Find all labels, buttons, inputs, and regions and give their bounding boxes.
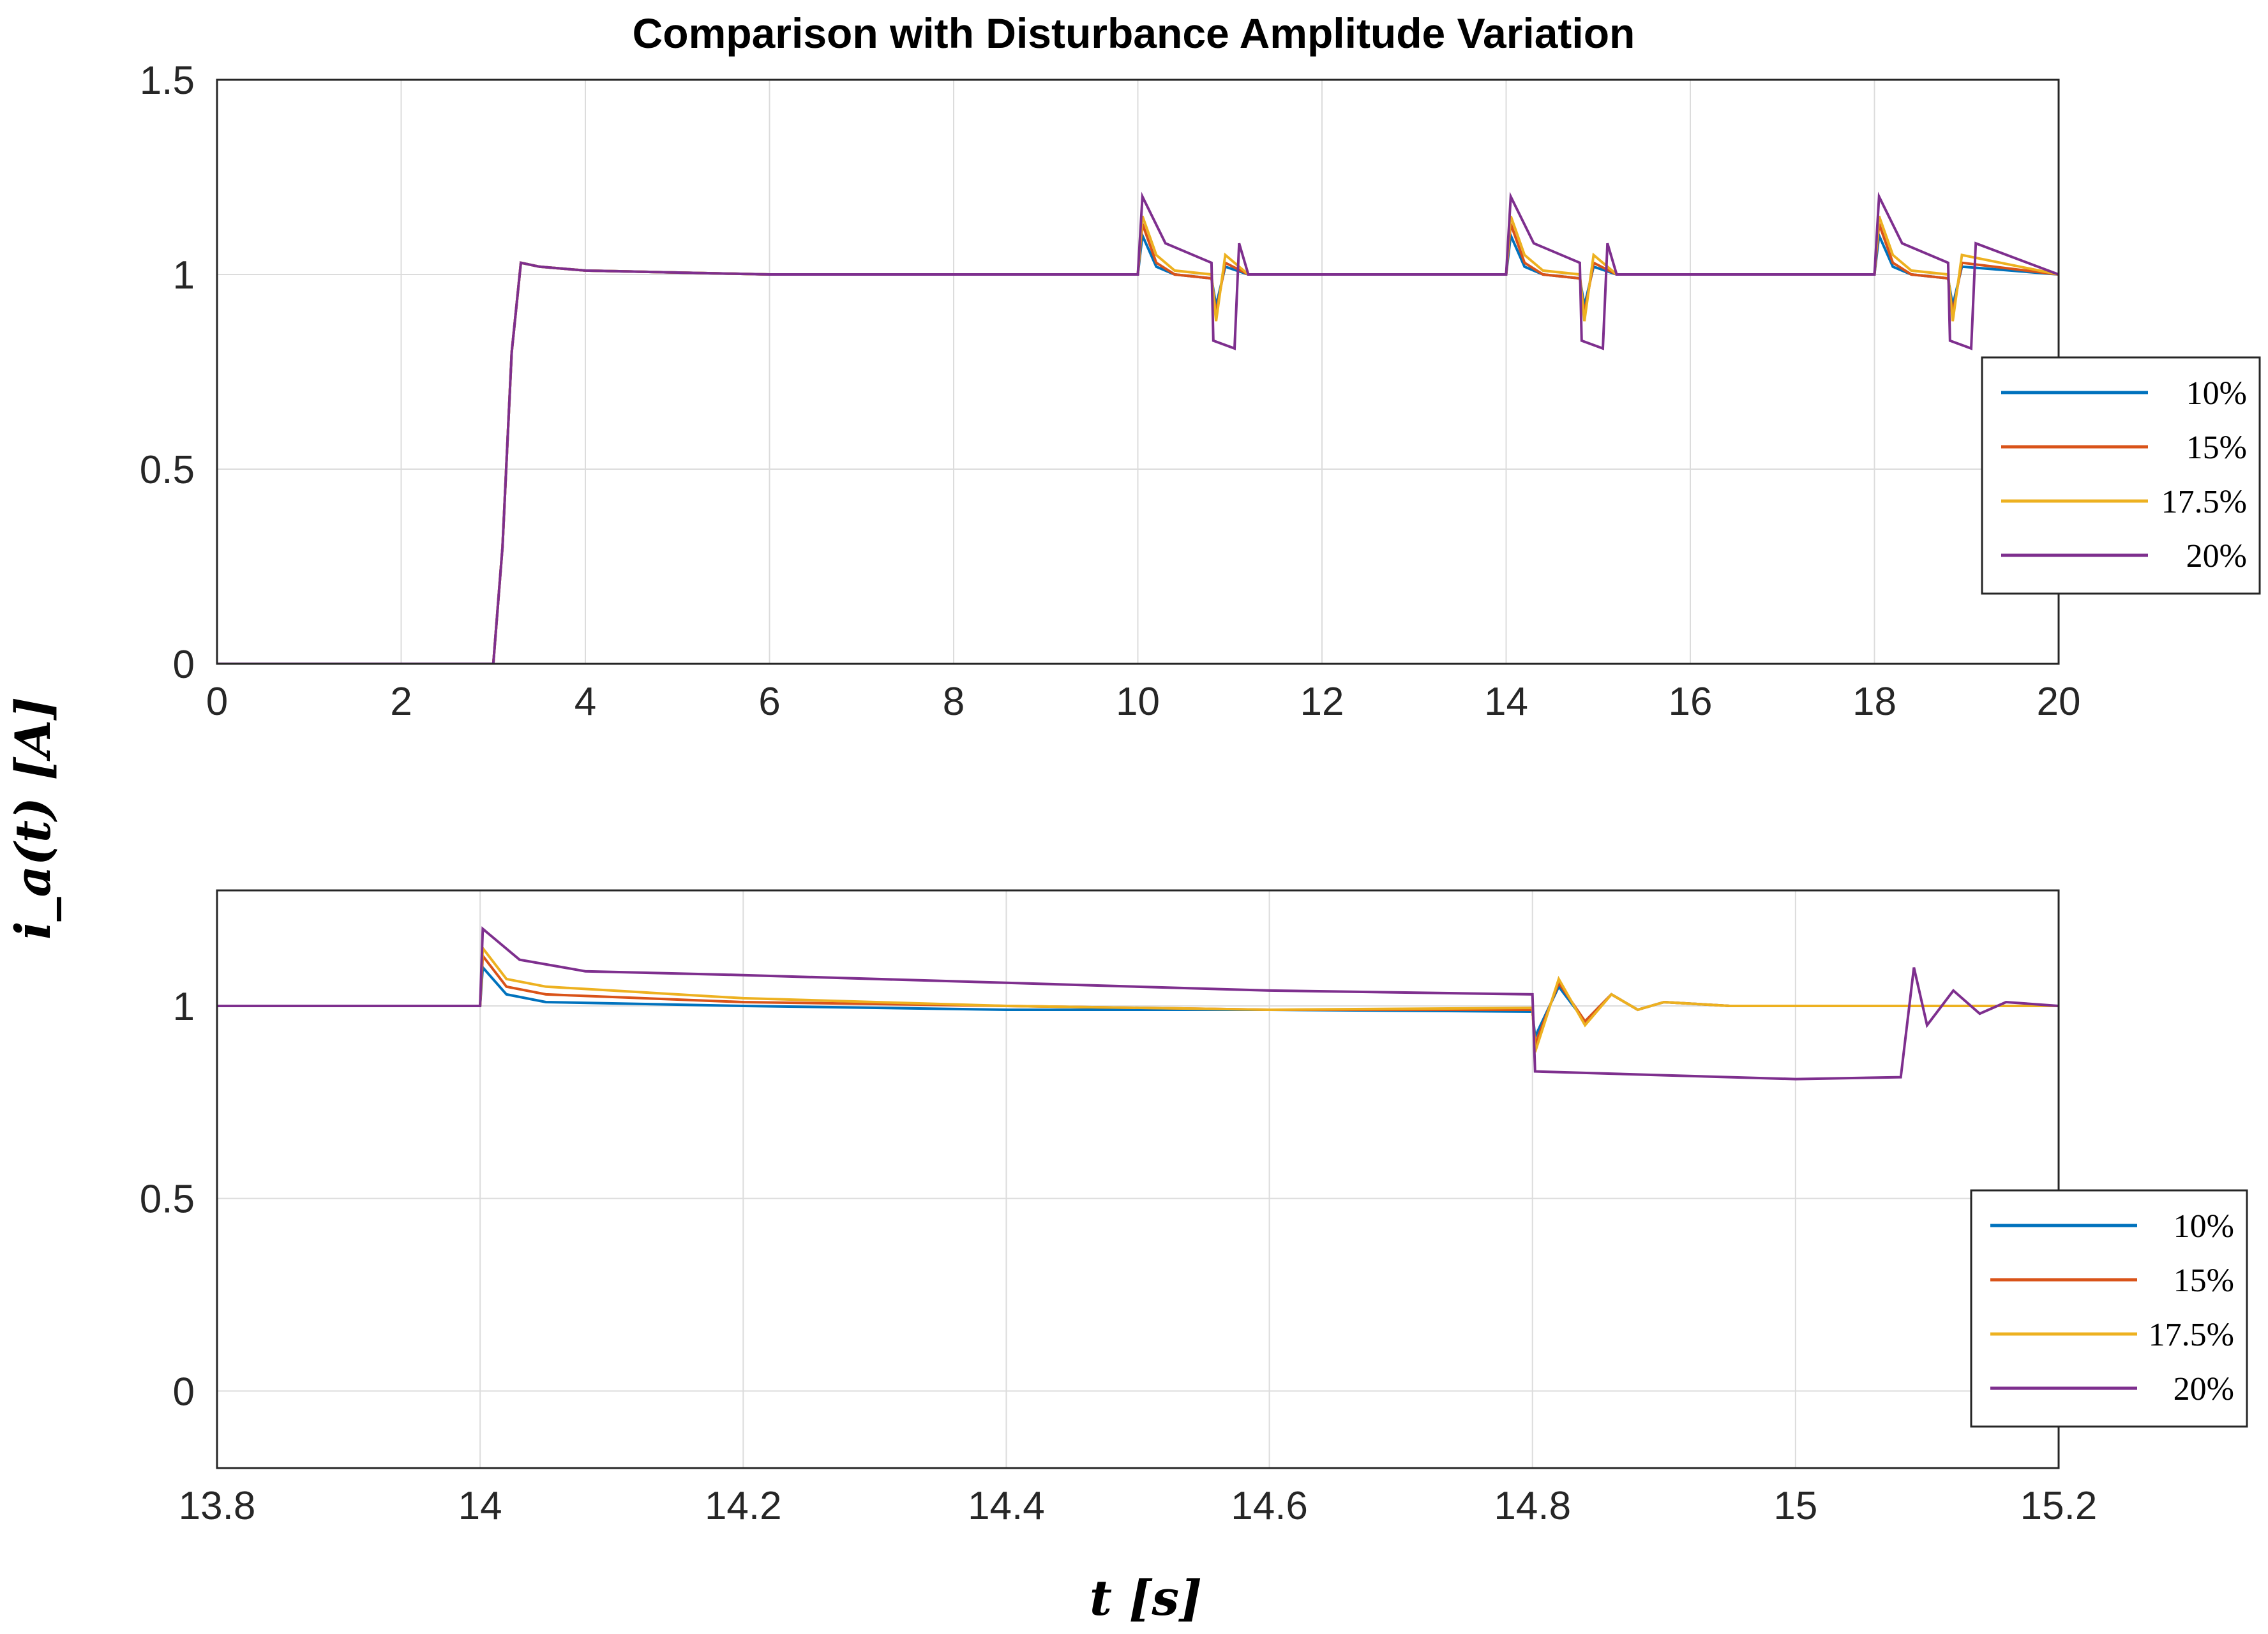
legend-entry: 20% (2186, 538, 2247, 574)
x-tick-label: 14 (1484, 680, 1528, 724)
x-tick-label: 14 (458, 1484, 502, 1528)
series-line-20pct (217, 926, 2059, 1081)
y-tick-label: 0 (173, 643, 195, 687)
bottom-plot: 13.8 14 14.2 14.4 14.6 14.8 15 15.200.5110%15%1… (140, 889, 2248, 1528)
legend-entry: 10% (2186, 375, 2247, 412)
y-tick-label: 1.5 (140, 59, 195, 103)
x-tick-label: 14.2 (705, 1484, 782, 1528)
y-axis-label: i_a(t) [A] (4, 697, 61, 940)
x-tick-label: 13.8 (179, 1484, 256, 1528)
legend-entry: 15% (2186, 430, 2247, 466)
y-tick-label: 0.5 (140, 1178, 195, 1222)
x-tick-label: 20 (2037, 680, 2081, 724)
x-tick-label: 15 (1773, 1484, 1817, 1528)
x-tick-label: 2 (390, 680, 412, 724)
y-tick-label: 1 (173, 985, 195, 1029)
x-tick-label: 18 (1852, 680, 1896, 724)
series-line-20pct (217, 191, 2059, 664)
legend: 10% 15% 17.5% 20% (1981, 356, 2261, 595)
x-axis-label: t [s] (1090, 1570, 1202, 1626)
x-tick-label: 12 (1300, 680, 1344, 724)
legend-entry: 17.5% (2161, 484, 2247, 520)
x-tick-label: 16 (1669, 680, 1713, 724)
legend-entry: 20% (2174, 1371, 2234, 1407)
x-tick-label: 14.6 (1231, 1484, 1308, 1528)
y-tick-label: 1 (173, 253, 195, 297)
legend-entry: 17.5% (2149, 1317, 2234, 1353)
legend: 10% 15% 17.5% 20% (1970, 1189, 2248, 1428)
x-tick-label: 14.8 (1494, 1484, 1571, 1528)
x-tick-label: 10 (1116, 680, 1160, 724)
top-plot: 0 2 4 6 8 10 12 14 16 18 20 0 0.5 1 1.5 10% 15% 17.5% 20% (140, 59, 2261, 724)
x-tick-label: 0 (206, 680, 228, 724)
x-tick-label: 8 (943, 680, 965, 724)
axes-box (216, 889, 2060, 1469)
legend-entry: 15% (2174, 1263, 2234, 1299)
x-tick-label: 6 (758, 680, 780, 724)
chart-title: Comparison with Disturbance Amplitude Va… (633, 10, 1635, 57)
y-tick-label: 0.5 (140, 448, 195, 492)
plot-area (217, 890, 2059, 1468)
x-tick-label: 4 (575, 680, 596, 724)
legend-entry: 10% (2174, 1208, 2234, 1245)
x-tick-label: 14.4 (968, 1484, 1045, 1528)
x-tick-label: 15.2 (2020, 1484, 2098, 1528)
y-tick-label: 0 (173, 1370, 195, 1414)
